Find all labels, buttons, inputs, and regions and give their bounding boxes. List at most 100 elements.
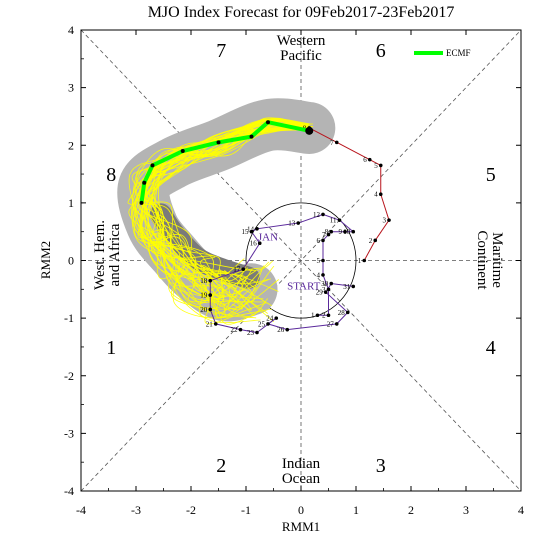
ecmf-forecast xyxy=(139,120,314,205)
y-axis-label: RMM2 xyxy=(38,241,53,279)
region-label-bottom-line2: Ocean xyxy=(282,471,321,487)
phase-number: 2 xyxy=(216,455,226,477)
x-tick-label: 3 xyxy=(463,503,469,517)
ecmf-forecast-point xyxy=(249,134,254,139)
x-tick-label: -2 xyxy=(186,503,196,517)
x-tick-label: 2 xyxy=(408,503,414,517)
observed-jan-day-label: 26 xyxy=(277,326,285,334)
observed-jan-day-label: 4 xyxy=(317,271,321,279)
observed-dec-point xyxy=(378,163,383,168)
ensemble-member-line xyxy=(144,125,310,305)
phase-number: 5 xyxy=(486,164,496,186)
ensemble-member-line xyxy=(136,126,310,311)
observed-jan-day-label: 11 xyxy=(330,217,337,225)
region-label-left-line2: and Africa xyxy=(107,223,123,286)
observed-jan-point xyxy=(296,221,301,225)
observed-jan-day-label: 7 xyxy=(322,231,326,239)
observed-dec-day-label: 6 xyxy=(363,156,367,164)
observed-jan-day-label: 15 xyxy=(242,228,250,236)
observed-dec-day-label: 4 xyxy=(374,191,378,199)
legend: ECMF xyxy=(414,48,471,58)
ensemble-member-line xyxy=(134,124,308,275)
observed-dec-point xyxy=(334,140,339,145)
y-tick-label: 2 xyxy=(68,138,74,152)
observed-jan-point xyxy=(343,229,347,234)
observed-jan-point xyxy=(255,227,259,231)
observed-dec-line xyxy=(309,127,390,261)
y-tick-label: 0 xyxy=(68,254,74,268)
observed-jan-point xyxy=(238,327,243,332)
observed-jan-day-label: 8 xyxy=(325,228,329,236)
x-tick-label: -4 xyxy=(76,503,86,517)
ensemble-member-line xyxy=(131,119,309,292)
observed-jan-day-label: 18 xyxy=(200,277,208,285)
ensemble-member-line xyxy=(144,123,309,323)
observed-jan-point xyxy=(257,241,262,246)
observed-jan-day-label: 14 xyxy=(247,225,255,233)
observed-jan-day-label: 5 xyxy=(317,257,321,265)
observed-jan-day-label: 24 xyxy=(266,315,274,323)
y-tick-label: -4 xyxy=(64,484,74,498)
observed-jan-day-label: 2 xyxy=(322,312,326,320)
observed-jan-point xyxy=(329,281,334,286)
observed-jan-day-label: 12 xyxy=(313,211,321,219)
observed-jan-day-label: 28 xyxy=(338,309,346,317)
observed-jan-day-label: 6 xyxy=(317,237,321,245)
region-label-right-line2: Continent xyxy=(474,230,490,290)
observed-dec-point xyxy=(378,192,383,197)
month-label: JAN xyxy=(258,231,278,243)
observed-jan-day-label: 10 xyxy=(343,228,351,236)
observed-jan-day-label: 22 xyxy=(231,326,239,334)
observed-jan-point xyxy=(345,310,350,315)
observed-jan-day-label: 1 xyxy=(311,312,315,320)
observed-jan-day-label: 21 xyxy=(206,320,214,328)
x-tick-label: 1 xyxy=(353,503,359,517)
x-axis-label: RMM1 xyxy=(282,519,320,534)
observed-jan-point xyxy=(208,307,213,312)
region-label-top-line2: Pacific xyxy=(280,48,322,64)
observed-jan-point xyxy=(334,322,339,326)
region-label-top-line1: Western xyxy=(277,33,326,49)
phase-number: 1 xyxy=(106,337,116,359)
ecmf-forecast-point xyxy=(216,140,221,145)
legend-label-ecmf: ECMF xyxy=(446,48,471,58)
observed-jan-point xyxy=(337,218,342,222)
month-label: START xyxy=(287,280,321,292)
observed-jan-day-label: 17 xyxy=(233,266,241,274)
observed-dec-day-label: 1 xyxy=(358,257,362,265)
y-tick-label: 1 xyxy=(68,196,74,210)
observed-jan-point xyxy=(266,322,270,326)
observed-jan-point xyxy=(326,287,331,292)
observed-jan-day-label: 29 xyxy=(316,289,324,297)
observed-jan-point xyxy=(213,322,218,326)
observed-jan-point xyxy=(351,229,356,234)
observed-dec-point xyxy=(367,157,372,162)
observed-jan-point xyxy=(208,293,213,297)
observed-jan-point xyxy=(321,238,325,243)
y-tick-label: -1 xyxy=(64,311,74,325)
ensemble-member-line xyxy=(133,119,308,274)
observed-jan-day-label: 25 xyxy=(258,320,266,328)
observed-jan-point xyxy=(255,330,259,335)
observed-jan-point xyxy=(321,258,325,263)
observed-dec-point xyxy=(387,218,391,222)
observed-trajectory: 8765432131302928272625242322212019181716… xyxy=(200,124,391,337)
observed-jan-point xyxy=(326,232,331,237)
observed-jan-day-label: 27 xyxy=(327,320,335,328)
phase-number: 6 xyxy=(376,40,386,62)
ecmf-forecast-point xyxy=(150,163,155,168)
observed-jan-day-label: 9 xyxy=(339,228,343,236)
observed-dec-day-label: 7 xyxy=(330,139,334,147)
unit-circle xyxy=(245,202,357,319)
forecast-start-point xyxy=(305,126,314,135)
chart-title: MJO Index Forecast for 09Feb2017-23Feb20… xyxy=(148,4,455,21)
observed-jan-point xyxy=(326,313,331,318)
x-tick-label: 4 xyxy=(518,503,524,517)
observed-jan-day-label: 31 xyxy=(343,283,351,291)
observed-jan-point xyxy=(323,290,328,294)
observed-jan-point xyxy=(321,212,325,217)
x-tick-label: -3 xyxy=(131,503,141,517)
ecmf-forecast-point xyxy=(142,180,147,185)
